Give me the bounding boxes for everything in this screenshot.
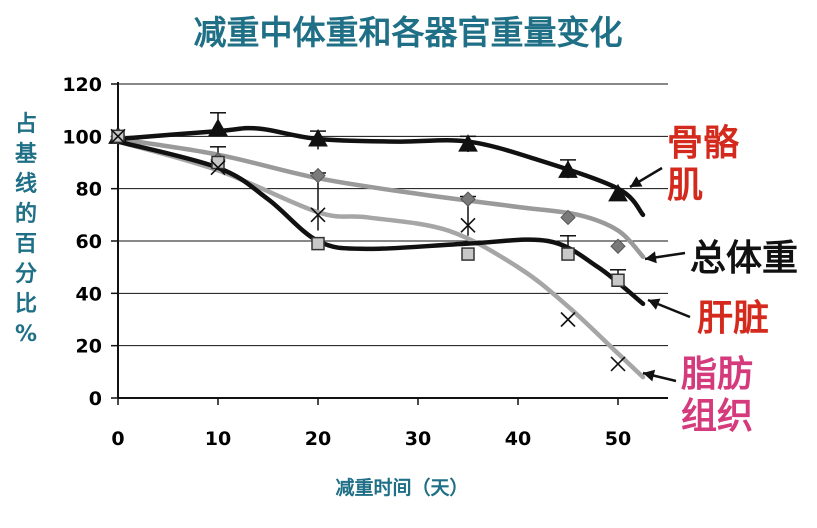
label-arrow [642,369,677,383]
data-point [311,236,325,251]
series-label: 骨骼肌 [667,122,739,206]
y-tick-label: 0 [89,388,102,410]
y-axis-label-char: 百 [15,232,37,257]
series-label: 总体重 [690,238,798,279]
series-label-line: 组织 [681,396,753,437]
x-tick-labels: 0 10 20 30 40 50 [111,428,631,450]
y-axis-label-char: 基 [15,142,38,167]
series-label-line: 骨骼 [667,122,739,164]
x-tick-label: 20 [305,428,331,450]
data-point [308,128,328,147]
series-label-line: 脂肪 [681,354,753,395]
series-label: 肝脏 [697,298,769,339]
data-point [461,247,475,261]
axes [111,82,668,405]
label-arrow [647,298,691,319]
series-label: 脂肪组织 [681,354,753,437]
series-markers [110,128,626,372]
y-tick-label: 100 [62,126,102,148]
x-tick-label: 30 [405,428,431,450]
label-arrows [629,166,691,383]
data-point [458,134,478,152]
y-tick-label: 20 [76,336,102,358]
series-label-line: 肌 [667,165,703,206]
x-axis-label: 减重时间（天） [335,476,468,499]
data-point [310,207,326,223]
data-point [560,209,576,226]
y-tick-label: 40 [76,283,102,305]
label-arrow [644,251,686,264]
y-tick-label: 60 [76,231,102,253]
series-label-line: 总体重 [690,238,798,279]
label-arrow [629,166,663,189]
y-axis-label-char: 占 [15,112,37,137]
y-axis-label-char: 分 [15,262,37,287]
data-point [558,160,578,178]
data-point [210,160,226,176]
data-point [611,273,625,287]
data-point [608,183,628,202]
data-point [560,311,576,328]
y-tick-labels: 0 20 40 60 80 100 120 [62,74,102,410]
chart-title: 减重中体重和各器官重量变化 [194,13,623,52]
series-markers [108,118,628,372]
data-point [208,118,228,136]
y-axis-label-char: 比 [15,292,37,317]
series-line [115,136,646,259]
y-axis-label-char: % [15,322,37,347]
data-point [610,356,626,372]
y-tick-label: 120 [62,74,102,96]
x-tick-label: 50 [605,428,631,450]
data-point [610,238,626,254]
y-axis-label-char: 的 [15,201,37,227]
x-tick-label: 40 [505,428,531,450]
y-tick-label: 80 [76,179,102,201]
series-line [115,139,646,307]
data-point [561,247,575,261]
y-axis-label-char: 线 [15,171,37,197]
grid [118,83,668,347]
series-label-line: 肝脏 [697,298,769,339]
data-point [460,191,476,207]
x-tick-label: 10 [205,428,231,450]
data-point [460,217,476,233]
data-point [310,167,326,184]
x-tick-label: 0 [111,428,124,450]
data-point [110,128,126,144]
